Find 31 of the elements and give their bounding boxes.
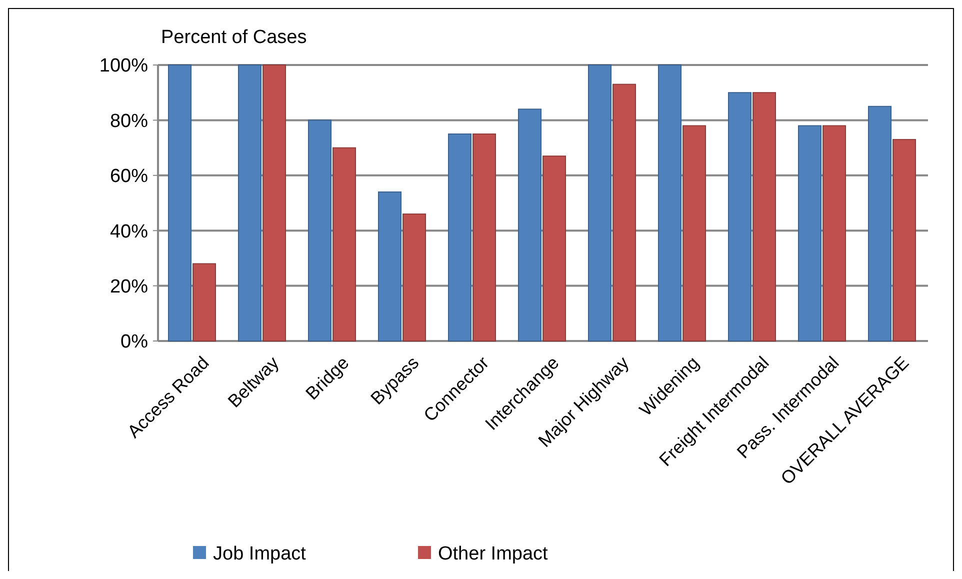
bar [378, 191, 402, 342]
bar [588, 64, 612, 342]
bar [262, 64, 286, 342]
bar [448, 134, 472, 342]
bar [728, 92, 752, 342]
bar [752, 92, 776, 342]
bar [822, 125, 846, 342]
bar [308, 120, 332, 342]
legend-label: Other Impact [438, 544, 549, 565]
legend-label: Job Impact [213, 544, 307, 565]
y-tick-label: 100% [99, 56, 148, 77]
bar [402, 214, 426, 342]
y-axis-title: Percent of Cases [161, 27, 307, 48]
bar [168, 64, 192, 342]
y-tick-label: 60% [110, 166, 148, 188]
bar [542, 156, 566, 342]
bar [332, 147, 356, 342]
y-tick-label: 40% [110, 221, 148, 242]
y-tick-label: 0% [120, 332, 148, 353]
bar [518, 108, 542, 342]
bar [658, 64, 682, 342]
bar [192, 263, 216, 342]
bar [238, 64, 262, 342]
bar [798, 125, 822, 342]
bar [472, 134, 496, 342]
y-tick-label: 20% [110, 276, 148, 298]
bar [868, 106, 892, 342]
bar [892, 139, 916, 342]
bar [682, 125, 706, 342]
y-tick-label: 80% [110, 110, 148, 132]
bar [612, 84, 636, 342]
